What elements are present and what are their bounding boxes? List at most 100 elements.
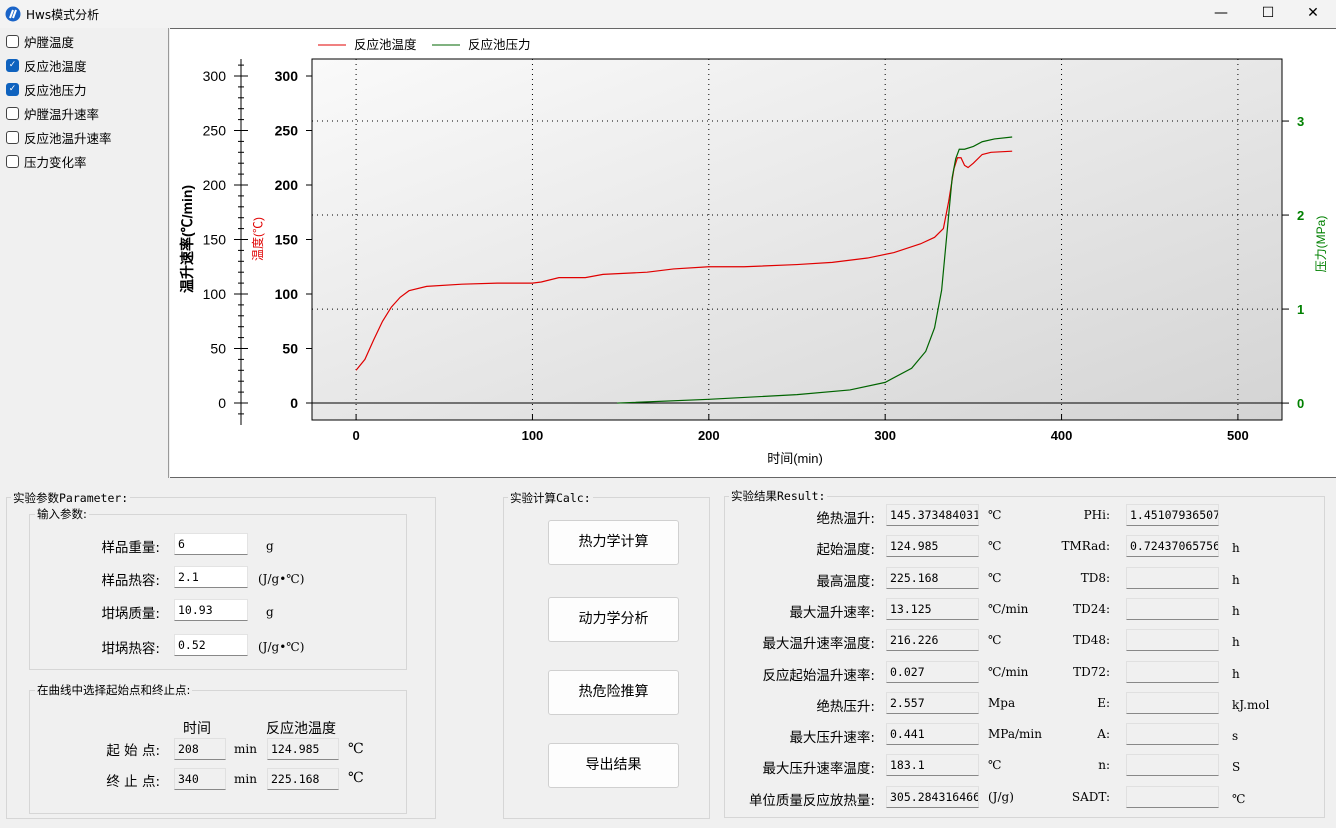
- series-checkbox[interactable]: 炉膛温度: [6, 31, 166, 51]
- kinetic-analysis-button[interactable]: 动力学分析: [548, 597, 679, 642]
- series-checkbox-label: 炉膛温度: [24, 34, 75, 50]
- result-value-field[interactable]: 225.168: [886, 566, 979, 589]
- temperature-tick-label: 150: [275, 232, 299, 248]
- result-unit: Mpa: [988, 695, 1016, 710]
- input-label: 坩埚热容:: [101, 641, 160, 657]
- pressure-line: [617, 136, 1013, 404]
- checkbox-checked-icon[interactable]: ✓: [6, 58, 19, 72]
- export-results-button[interactable]: 导出结果: [548, 743, 679, 788]
- result-unit: ℃: [988, 539, 1002, 554]
- input-field[interactable]: 10.93: [174, 599, 248, 621]
- result-label: SADT:: [1071, 789, 1110, 804]
- series-checkbox-label: 反应池温度: [24, 58, 87, 74]
- result-value-field[interactable]: [1126, 723, 1219, 746]
- column-header-time: 时间: [183, 721, 211, 737]
- result-label: TMRad:: [1061, 539, 1110, 554]
- x-tick-label: 400: [1051, 428, 1073, 443]
- result-label: TD48:: [1073, 633, 1110, 648]
- checkbox-unchecked-icon[interactable]: [6, 130, 19, 144]
- series-checkbox[interactable]: ✓ 反应池温度: [6, 55, 166, 75]
- result-value-field[interactable]: [1126, 660, 1219, 683]
- result-value-field[interactable]: 124.985: [886, 535, 979, 558]
- series-checkbox-label: 压力变化率: [24, 154, 87, 170]
- temperature-tick-label: 0: [290, 395, 298, 411]
- minimize-button[interactable]: —: [1214, 5, 1228, 21]
- input-field[interactable]: 6: [174, 533, 248, 555]
- result-label: A:: [1097, 727, 1110, 742]
- pressure-axis-label: 压力(MPa): [1314, 216, 1328, 273]
- result-value-field[interactable]: 0.72437065756: [1126, 535, 1219, 558]
- checkbox-unchecked-icon[interactable]: [6, 106, 19, 120]
- start-time-unit: min: [234, 742, 257, 756]
- result-value-field[interactable]: 2.557: [886, 691, 979, 714]
- legend-label-pressure: 反应池压力: [468, 37, 531, 52]
- result-value-field[interactable]: [1126, 754, 1219, 777]
- end-time-field[interactable]: 340: [174, 768, 226, 790]
- series-checkbox-label: 反应池温升速率: [24, 130, 112, 146]
- result-value-field[interactable]: 13.125: [886, 597, 979, 620]
- rate-tick-label: 200: [203, 177, 227, 193]
- result-unit: h: [1232, 666, 1240, 681]
- result-label: 起始温度:: [816, 542, 875, 559]
- thermal-hazard-button[interactable]: 热危险推算: [548, 670, 679, 715]
- input-field[interactable]: 0.52: [174, 634, 248, 656]
- rate-tick-label: 50: [210, 340, 226, 356]
- result-unit: h: [1232, 541, 1240, 556]
- x-axis-label: 时间(min): [767, 451, 823, 466]
- input-params-title: 输入参数:: [35, 506, 89, 522]
- end-point-label: 终 止 点:: [106, 774, 160, 790]
- result-unit: h: [1232, 635, 1240, 650]
- close-button[interactable]: ✕: [1307, 5, 1319, 21]
- series-checkbox[interactable]: 炉膛温升速率: [6, 103, 166, 123]
- result-value-field[interactable]: 0.441: [886, 723, 979, 746]
- input-field[interactable]: 2.1: [174, 566, 248, 588]
- result-unit: ℃: [988, 508, 1002, 522]
- results-group-title: 实验结果Result:: [729, 488, 828, 504]
- x-tick-label: 300: [874, 428, 896, 443]
- temperature-tick-label: 50: [282, 340, 298, 356]
- result-value-field[interactable]: [1126, 597, 1219, 620]
- chart-area: 0 100 200 300 400 500 0 1 2 3 0 0 50 50 100 100 150 150 20…: [170, 28, 1336, 478]
- result-unit: ℃: [988, 758, 1002, 773]
- input-unit: (J/g•℃): [258, 640, 305, 654]
- result-value-field[interactable]: [1126, 691, 1219, 714]
- series-checkbox[interactable]: ✓ 反应池压力: [6, 79, 166, 99]
- result-label: TD8:: [1080, 570, 1110, 585]
- series-checkbox-label: 炉膛温升速率: [24, 106, 100, 122]
- result-value-field[interactable]: 216.226: [886, 629, 979, 652]
- input-label: 坩埚质量:: [101, 606, 160, 622]
- result-value-field[interactable]: [1126, 566, 1219, 589]
- start-temperature-unit: ℃: [348, 741, 364, 757]
- calc-group-title: 实验计算Calc:: [508, 490, 593, 506]
- series-checkbox-label: 反应池压力: [24, 82, 87, 98]
- input-unit: g: [266, 605, 274, 619]
- result-unit: ℃: [1232, 791, 1246, 806]
- result-value-field[interactable]: 183.1: [886, 754, 979, 777]
- start-temperature-field[interactable]: 124.985: [267, 738, 339, 760]
- legend-label-temperature: 反应池温度: [354, 37, 417, 52]
- result-label: 最高温度:: [816, 573, 875, 590]
- series-checkbox[interactable]: 反应池温升速率: [6, 127, 166, 147]
- temperature-tick-label: 250: [275, 123, 299, 139]
- checkbox-unchecked-icon[interactable]: [6, 154, 19, 168]
- result-value-field[interactable]: [1126, 629, 1219, 652]
- start-point-label: 起 始 点:: [106, 743, 160, 759]
- input-unit: g: [266, 539, 274, 553]
- result-value-field[interactable]: [1126, 785, 1219, 808]
- checkbox-unchecked-icon[interactable]: [6, 34, 19, 48]
- end-temperature-field[interactable]: 225.168: [267, 768, 339, 790]
- input-label: 样品重量:: [101, 540, 160, 556]
- result-unit: h: [1232, 603, 1240, 618]
- series-selector-panel: 炉膛温度 ✓ 反应池温度 ✓ 反应池压力炉膛温升速率 反应池温升速率 压力变化率: [0, 28, 169, 478]
- thermodynamic-calc-button[interactable]: 热力学计算: [548, 520, 679, 565]
- result-value-field[interactable]: 1.45107936507: [1126, 504, 1219, 526]
- result-value-field[interactable]: 0.027: [886, 660, 979, 683]
- checkbox-checked-icon[interactable]: ✓: [6, 82, 19, 96]
- result-value-field[interactable]: 145.373484031: [886, 504, 979, 526]
- maximize-button[interactable]: ☐: [1261, 5, 1275, 21]
- series-checkbox[interactable]: 压力变化率: [6, 151, 166, 171]
- result-unit: MPa/min: [988, 727, 1042, 742]
- start-time-field[interactable]: 208: [174, 738, 226, 760]
- result-value-field[interactable]: 305.284316466: [886, 785, 979, 808]
